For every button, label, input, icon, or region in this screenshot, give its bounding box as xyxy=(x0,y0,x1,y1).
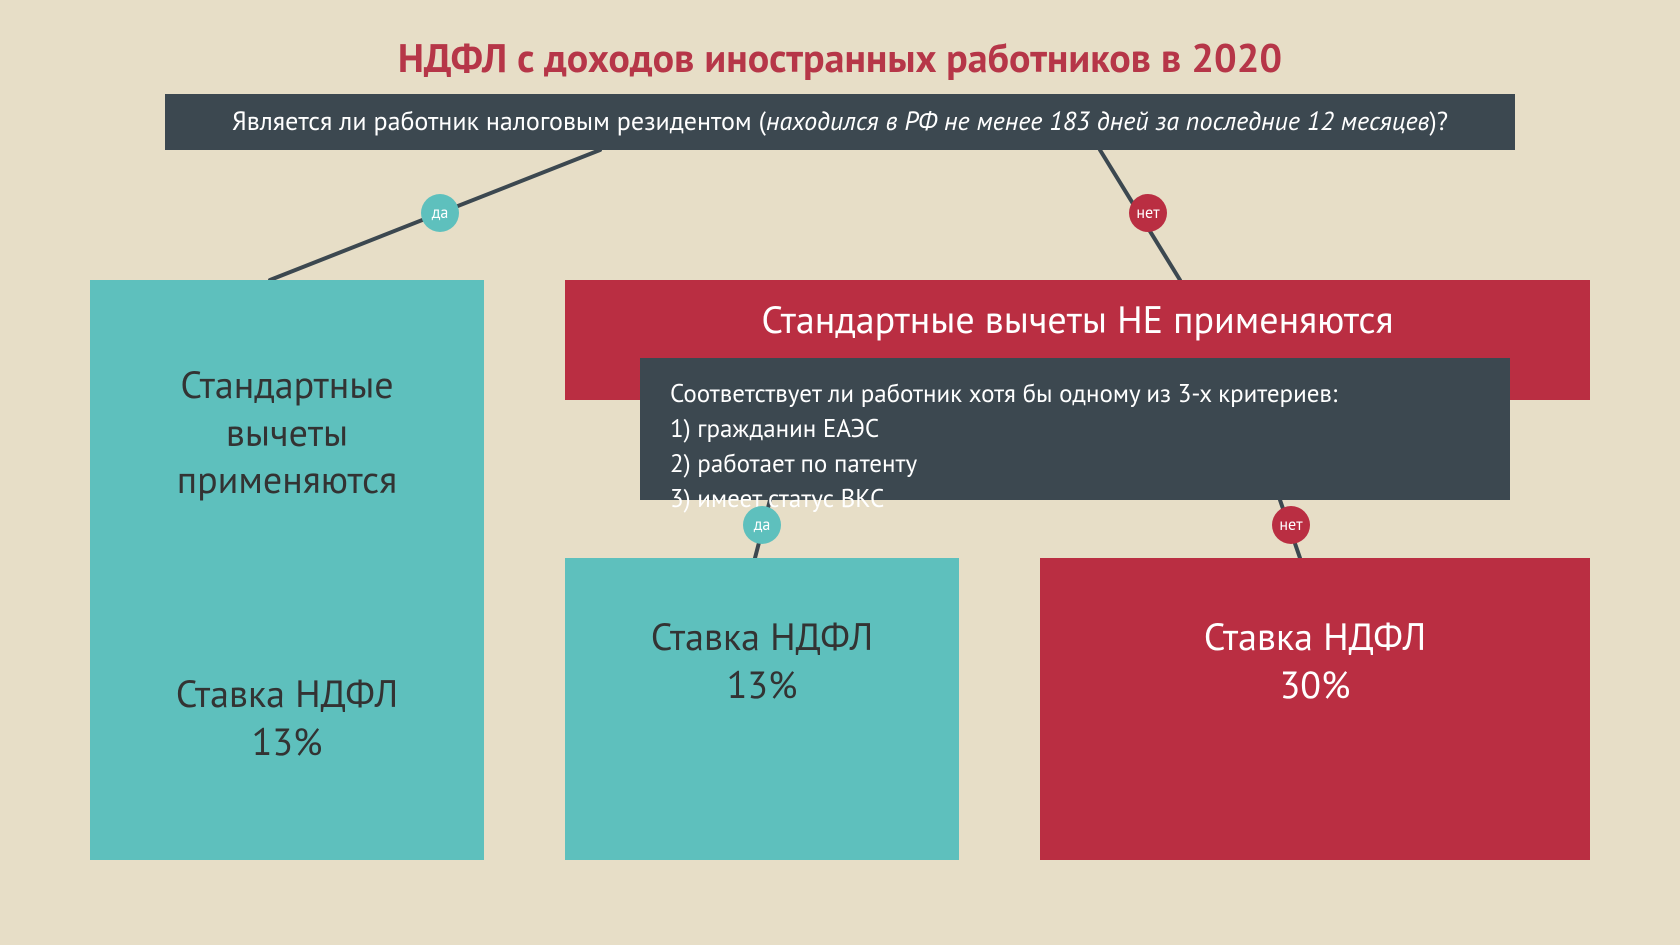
deduction-not-applies-text: Стандартные вычеты НЕ применяются xyxy=(761,296,1393,344)
criteria-question: Соответствует ли работник хотя бы одному… xyxy=(640,358,1510,500)
resident-yes-box: Стандартныевычетыприменяются Ставка НДФЛ… xyxy=(90,280,484,860)
flowchart-stage: НДФЛ с доходов иностранных работников в … xyxy=(0,0,1680,945)
edge-badge-нет: нет xyxy=(1129,194,1167,232)
page-title: НДФЛ с доходов иностранных работников в … xyxy=(0,32,1680,84)
criteria-item-2: 2) работает по патенту xyxy=(670,446,1480,481)
question-resident: Является ли работник налоговым резиденто… xyxy=(165,94,1515,150)
rate-value-resident: 13% xyxy=(252,718,323,766)
criteria-intro: Соответствует ли работник хотя бы одному… xyxy=(670,376,1480,411)
edge-badge-да: да xyxy=(743,506,781,544)
rate-box-criteria-yes: Ставка НДФЛ 13% xyxy=(565,558,959,860)
criteria-item-3: 3) имеет статус ВКС xyxy=(670,481,1480,516)
rate-value-criteria-no: 30% xyxy=(1280,661,1351,709)
rate-label-criteria-yes: Ставка НДФЛ xyxy=(651,613,874,661)
rate-box-criteria-no: Ставка НДФЛ 30% xyxy=(1040,558,1590,860)
edge-badge-да: да xyxy=(421,194,459,232)
question-resident-italic: находился в РФ не менее 183 дней за посл… xyxy=(766,105,1430,138)
rate-label-criteria-no: Ставка НДФЛ xyxy=(1204,613,1427,661)
rate-value-criteria-yes: 13% xyxy=(727,661,798,709)
criteria-item-1: 1) гражданин ЕАЭС xyxy=(670,411,1480,446)
question-resident-plain: Является ли работник налоговым резиденто… xyxy=(232,105,766,138)
question-resident-tail: )? xyxy=(1429,105,1448,138)
deduction-applies-text: Стандартныевычетыприменяются xyxy=(177,361,397,504)
rate-label-resident: Ставка НДФЛ xyxy=(176,670,399,718)
edge-badge-нет: нет xyxy=(1272,506,1310,544)
